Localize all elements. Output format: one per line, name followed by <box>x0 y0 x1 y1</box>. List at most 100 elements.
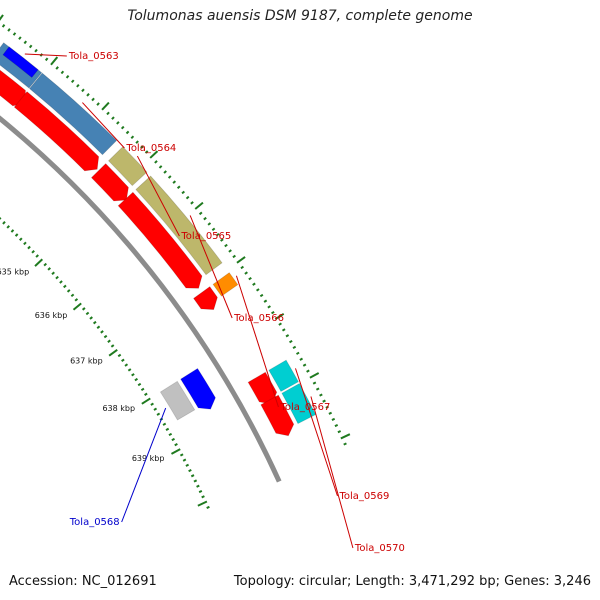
minor-tick <box>188 468 192 473</box>
outer-minor-tick <box>328 411 333 415</box>
outer-minor-tick <box>172 180 177 184</box>
outer-minor-tick <box>116 121 120 125</box>
minor-tick <box>121 358 125 362</box>
outer-major-tick <box>50 56 59 66</box>
minor-tick <box>190 474 195 478</box>
gene-label: Tola_0566 <box>233 313 284 324</box>
outer-major-tick <box>149 150 159 159</box>
minor-tick <box>137 382 142 387</box>
outer-major-tick <box>236 256 246 264</box>
outer-minor-tick <box>232 254 236 259</box>
minor-tick <box>107 339 111 343</box>
leader-line <box>295 368 338 497</box>
outer-minor-tick <box>23 40 28 45</box>
minor-tick <box>153 407 158 411</box>
minor-tick <box>6 225 10 229</box>
minor-tick <box>144 392 148 396</box>
outer-minor-tick <box>111 116 115 120</box>
tick-label: 637 kbp <box>70 356 103 365</box>
major-tick <box>141 397 151 405</box>
minor-tick <box>19 237 23 241</box>
outer-minor-tick <box>278 322 282 326</box>
backbone-layer <box>0 115 282 483</box>
major-tick <box>34 258 43 267</box>
outer-minor-tick <box>302 363 307 367</box>
outer-major-tick <box>0 14 4 21</box>
minor-tick <box>10 229 15 233</box>
minor-tick <box>96 325 101 329</box>
outer-minor-tick <box>120 125 125 130</box>
outer-minor-tick <box>125 130 130 135</box>
outer-minor-tick <box>18 36 22 40</box>
tick-label: 636 kbp <box>35 311 68 320</box>
major-tick <box>0 217 2 220</box>
gene-label: Tola_0570 <box>354 543 405 554</box>
outer-minor-tick <box>315 387 320 391</box>
outer-minor-tick <box>28 44 33 49</box>
gene-label: Tola_0564 <box>125 143 176 154</box>
minor-tick <box>156 412 161 416</box>
outer-minor-tick <box>34 48 38 53</box>
outer-minor-tick <box>60 70 65 75</box>
minor-tick <box>35 254 39 258</box>
outer-minor-tick <box>158 165 163 169</box>
minor-tick <box>66 289 71 293</box>
leader-line <box>235 275 279 408</box>
map-title: Tolumonas auensis DSM 9187, complete gen… <box>127 8 473 24</box>
outer-minor-tick <box>259 293 264 298</box>
outer-minor-tick <box>140 145 144 149</box>
outer-minor-tick <box>312 381 317 385</box>
cds-arrow-tola_0568 <box>180 367 216 410</box>
outer-major-tick <box>340 433 351 440</box>
leader-line <box>121 407 167 523</box>
tick-label: 635 kbp <box>0 268 29 277</box>
minor-tick <box>55 275 59 280</box>
outer-minor-tick <box>325 405 329 409</box>
outer-minor-tick <box>81 88 85 93</box>
outer-minor-tick <box>198 211 203 216</box>
minor-tick <box>110 344 115 348</box>
outer-minor-tick <box>207 222 212 226</box>
outer-major-tick <box>309 372 320 379</box>
feature-band-tola_0565 <box>107 146 148 187</box>
outer-minor-tick <box>322 399 326 403</box>
minor-tick <box>70 293 75 298</box>
minor-tick <box>174 443 178 447</box>
outer-minor-tick <box>190 201 194 205</box>
gene-label: Tola_0569 <box>338 491 389 502</box>
outer-minor-tick <box>289 339 293 344</box>
minor-tick <box>168 432 173 437</box>
outer-minor-tick <box>244 271 248 275</box>
outer-minor-tick <box>181 190 185 195</box>
tick-label: 639 kbp <box>132 454 165 463</box>
outer-minor-tick <box>319 393 323 397</box>
minor-tick <box>127 368 132 372</box>
minor-tick <box>201 495 205 499</box>
outer-minor-tick <box>44 57 49 62</box>
outer-minor-tick <box>299 357 304 361</box>
outer-minor-tick <box>248 276 252 281</box>
outer-minor-tick <box>185 195 190 200</box>
minor-tick <box>23 241 27 246</box>
minor-tick <box>182 458 187 462</box>
outer-major-tick <box>274 312 285 321</box>
minor-tick <box>2 221 6 225</box>
minor-tick <box>92 320 97 325</box>
outer-minor-tick <box>7 28 11 32</box>
outer-minor-tick <box>76 83 80 88</box>
minor-tick <box>134 377 138 382</box>
minor-tick <box>100 330 104 334</box>
outer-minor-tick <box>144 150 149 154</box>
outer-major-tick <box>101 101 110 111</box>
feature-band-tola_0567 <box>212 272 239 297</box>
minor-tick <box>74 298 79 302</box>
outer-minor-tick <box>176 185 181 190</box>
outer-minor-tick <box>334 423 339 428</box>
minor-tick <box>103 334 108 339</box>
leader-line <box>82 102 125 149</box>
minor-tick <box>59 280 63 284</box>
cds-arrow-tola_0564 <box>13 91 100 172</box>
outer-minor-tick <box>267 305 271 309</box>
